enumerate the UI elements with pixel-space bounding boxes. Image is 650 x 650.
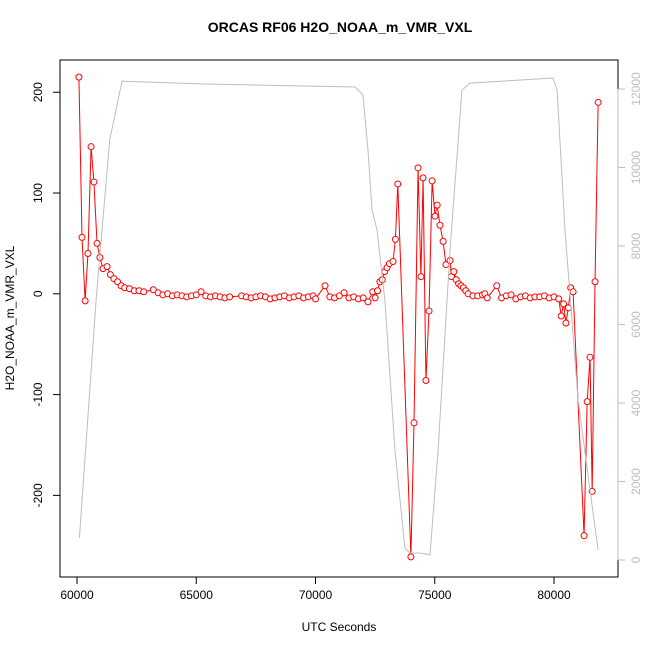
y2-tick-label: 12000 (629, 72, 643, 106)
data-point (450, 268, 458, 276)
data-point (359, 294, 367, 302)
data-point (436, 221, 444, 229)
y-tick-label: -200 (31, 483, 45, 507)
data-point (483, 294, 491, 302)
y-tick-label: 100 (31, 183, 45, 203)
data-point (93, 239, 101, 247)
data-point (555, 295, 563, 303)
y2-tick-label: 2000 (629, 468, 643, 495)
data-point (439, 237, 447, 245)
y2-tick-label: 8000 (629, 232, 643, 259)
y2-tick-label: 6000 (629, 311, 643, 338)
data-point (312, 295, 320, 303)
y2-tick-label: 4000 (629, 389, 643, 416)
x-tick-label: 80000 (537, 588, 571, 602)
data-point (226, 293, 234, 301)
data-point (78, 233, 86, 241)
data-point (81, 297, 89, 305)
series-line (78, 77, 599, 557)
y2-tick-label: 0 (629, 556, 643, 563)
y2-tick-label: 10000 (629, 150, 643, 184)
data-point (364, 298, 372, 306)
data-point (594, 98, 602, 106)
data-point (374, 287, 382, 295)
data-point (591, 278, 599, 286)
data-point (103, 263, 111, 271)
data-point (340, 289, 348, 297)
data-point (389, 258, 397, 266)
chart-title: ORCAS RF06 H2O_NOAA_m_VMR_VXL (208, 19, 473, 35)
data-point (371, 294, 379, 302)
data-point (75, 73, 83, 81)
data-point (391, 235, 399, 243)
data-point (422, 376, 430, 384)
data-point (335, 292, 343, 300)
y-tick-label: -100 (31, 382, 45, 406)
data-point (87, 143, 95, 151)
x-tick-label: 75000 (418, 588, 452, 602)
data-point (197, 288, 205, 296)
data-point (407, 553, 415, 561)
data-point (428, 177, 436, 185)
data-point (557, 312, 565, 320)
data-point (140, 288, 148, 296)
data-point (425, 307, 433, 315)
data-point (586, 353, 594, 361)
data-point (90, 178, 98, 186)
data-point (149, 286, 157, 294)
data-point (192, 291, 200, 299)
data-point (417, 273, 425, 281)
data-point (394, 180, 402, 188)
y-tick-label: 0 (31, 290, 45, 297)
data-point (321, 282, 329, 290)
x-axis-title: UTC Seconds (302, 620, 377, 634)
data-point (410, 419, 418, 427)
data-point (493, 282, 501, 290)
data-point (433, 201, 441, 209)
y-tick-label: 200 (31, 82, 45, 102)
x-tick-label: 60000 (60, 588, 94, 602)
x-tick-label: 65000 (180, 588, 214, 602)
x-tick-label: 70000 (299, 588, 333, 602)
data-point (560, 300, 568, 308)
data-point (580, 532, 588, 540)
series-line (78, 77, 599, 556)
data-point (419, 174, 427, 182)
data-point (84, 249, 92, 257)
data-point (507, 291, 515, 299)
data-point (431, 212, 439, 220)
y-axis-title: H2O_NOAA_m_VMR_VXL (3, 245, 17, 390)
data-point (569, 288, 577, 296)
data-point (414, 164, 422, 172)
data-point (562, 319, 570, 327)
plot-box (59, 59, 619, 578)
data-point (583, 398, 591, 406)
data-point (446, 257, 454, 265)
